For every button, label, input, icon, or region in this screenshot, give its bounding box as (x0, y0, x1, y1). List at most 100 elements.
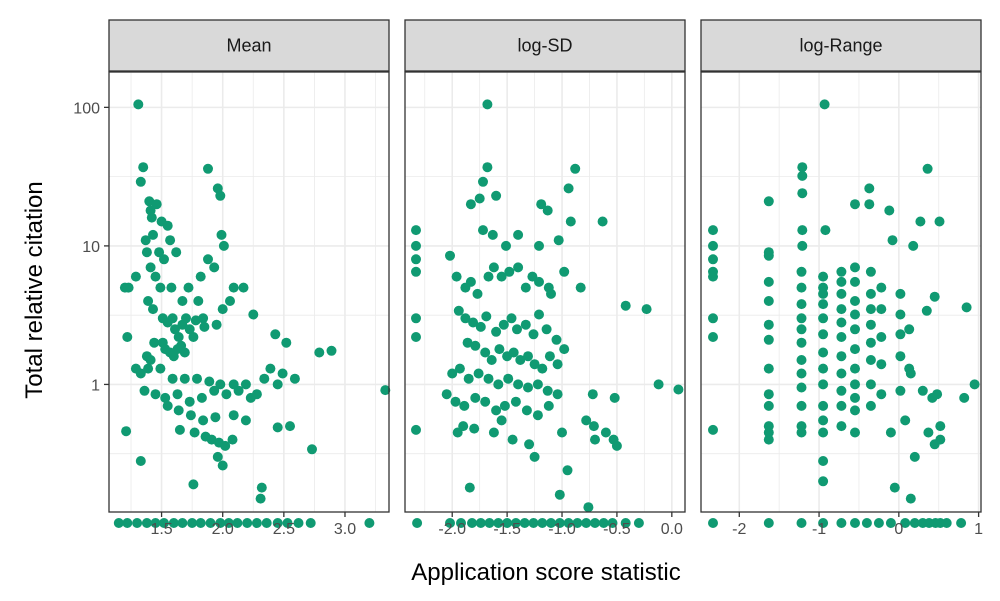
data-point (172, 389, 183, 400)
data-point (228, 410, 239, 421)
strip-label: log-Range (799, 36, 882, 56)
data-point (763, 276, 774, 287)
data-point (590, 518, 600, 528)
data-point (836, 400, 847, 411)
data-point (289, 373, 300, 384)
data-point (475, 518, 486, 528)
data-point (146, 212, 157, 223)
x-tick-label: -2 (732, 521, 746, 538)
data-point (895, 309, 906, 320)
data-point (850, 262, 860, 273)
data-point (482, 99, 493, 110)
data-point (887, 235, 898, 246)
data-point (850, 392, 860, 403)
data-point (486, 355, 497, 365)
x-tick-label: -1.5 (493, 521, 521, 538)
data-point (483, 271, 494, 282)
data-point (159, 518, 169, 528)
data-point (473, 368, 484, 379)
data-point (488, 427, 499, 438)
data-point (314, 347, 325, 358)
data-point (503, 373, 514, 384)
data-point (282, 518, 293, 528)
data-point (850, 405, 860, 416)
data-point (510, 396, 521, 407)
data-point (491, 405, 502, 416)
data-point (876, 282, 887, 293)
data-point (459, 400, 470, 411)
data-point (255, 493, 266, 504)
data-point (162, 220, 173, 231)
data-point (259, 373, 270, 384)
data-point (205, 518, 216, 528)
data-point (467, 518, 477, 528)
data-point (836, 421, 847, 432)
data-point (305, 518, 316, 528)
data-point (480, 347, 491, 358)
data-point (217, 460, 228, 471)
data-point (189, 427, 200, 438)
data-point (873, 518, 884, 528)
data-point (528, 329, 539, 340)
data-point (521, 405, 532, 416)
data-point (183, 282, 194, 293)
data-point (159, 254, 169, 265)
data-point (796, 282, 807, 293)
data-point (885, 518, 896, 528)
data-point (469, 423, 480, 434)
data-point (464, 482, 475, 493)
data-point (166, 282, 177, 293)
data-point (850, 276, 860, 287)
data-point (478, 176, 488, 187)
data-point (411, 332, 421, 342)
data-point (198, 415, 209, 426)
data-point (177, 518, 188, 528)
data-point (494, 344, 505, 355)
data-point (203, 163, 213, 174)
data-point (541, 324, 552, 335)
data-point (537, 518, 548, 528)
data-point (904, 324, 915, 335)
data-point (173, 332, 184, 342)
data-point (836, 518, 847, 528)
data-point (900, 518, 911, 528)
data-point (909, 451, 920, 462)
data-point (210, 412, 221, 423)
data-point (818, 347, 829, 358)
data-point (203, 254, 213, 265)
data-point (281, 337, 292, 348)
x-tick-label: 3.0 (334, 521, 356, 538)
data-point (932, 389, 943, 400)
data-point (818, 329, 829, 340)
data-point (277, 368, 288, 379)
data-point (797, 240, 808, 251)
x-tick-label: -0.5 (603, 521, 631, 538)
points-3 (708, 99, 980, 528)
data-point (211, 319, 222, 330)
data-point (552, 359, 563, 370)
data-point (818, 518, 829, 528)
data-point (411, 424, 421, 435)
data-point (454, 363, 465, 374)
points-1 (113, 99, 391, 528)
data-point (154, 247, 165, 258)
panels-layer: Mean 1.5 2.0 2.5 3.0 log-SD -2.0 -1.5 -1.0 -0.5 0.… (108, 19, 983, 538)
data-point (763, 319, 774, 330)
data-point (233, 385, 244, 396)
data-point (217, 304, 228, 315)
data-point (607, 518, 618, 528)
data-point (562, 465, 573, 476)
data-point (472, 288, 483, 299)
data-point (238, 282, 249, 293)
data-point (512, 324, 522, 335)
data-point (836, 288, 847, 299)
data-point (763, 427, 774, 438)
data-point (559, 266, 570, 277)
data-point (502, 518, 513, 528)
data-point (215, 518, 226, 528)
data-point (216, 229, 227, 240)
data-point (453, 305, 464, 316)
data-point (504, 266, 515, 277)
data-point (929, 439, 940, 450)
data-point (150, 518, 161, 528)
